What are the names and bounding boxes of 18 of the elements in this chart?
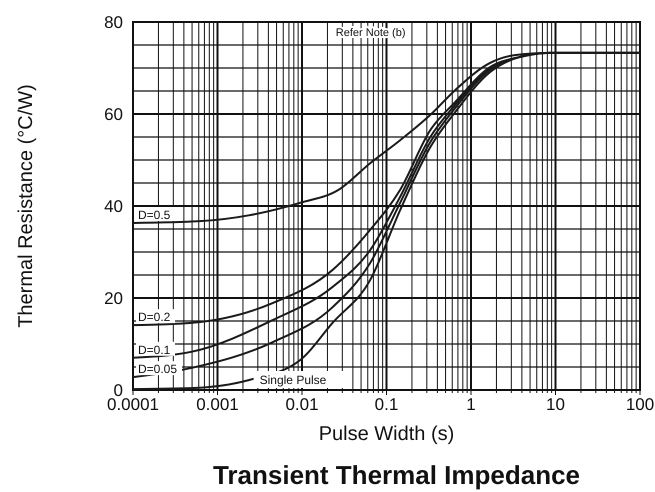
series-label: D=0.2 (138, 310, 171, 324)
series-label: D=0.5 (138, 208, 171, 222)
y-tick-label: 80 (104, 13, 123, 32)
series-label: D=0.1 (138, 342, 171, 357)
y-tick-label: 60 (104, 105, 123, 124)
x-tick-label: 0.1 (374, 395, 398, 414)
x-tick-label: 10 (546, 395, 565, 414)
y-axis-title: Thermal Resistance (°C/W) (15, 84, 37, 328)
x-axis-title: Pulse Width (s) (318, 423, 454, 445)
y-tick-label: 20 (104, 289, 123, 308)
text: Transient Thermal Impedance (212, 460, 580, 490)
x-tick-label: 100 (626, 395, 654, 414)
series-label: D=0.05 (138, 362, 178, 376)
x-tick-label: 0.01 (285, 395, 319, 414)
x-tick-label: 1 (466, 395, 476, 414)
series-label: Single Pulse (260, 373, 327, 387)
y-tick-label: 40 (104, 197, 123, 216)
x-tick-label: 0.001 (196, 395, 239, 414)
